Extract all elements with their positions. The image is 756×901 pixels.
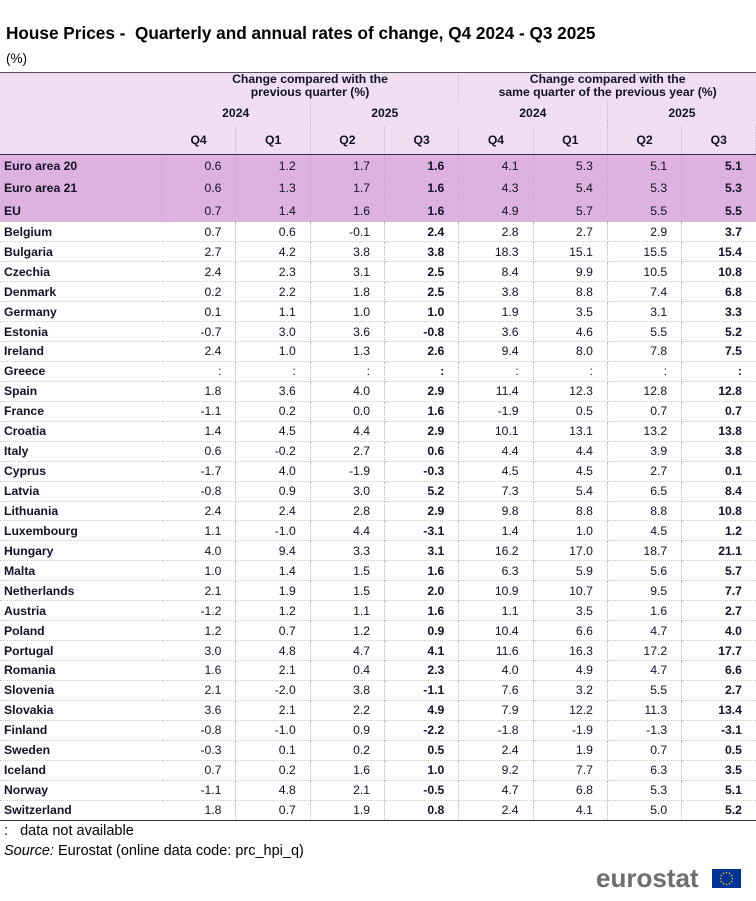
svg-text:eurostat: eurostat [596,863,699,893]
